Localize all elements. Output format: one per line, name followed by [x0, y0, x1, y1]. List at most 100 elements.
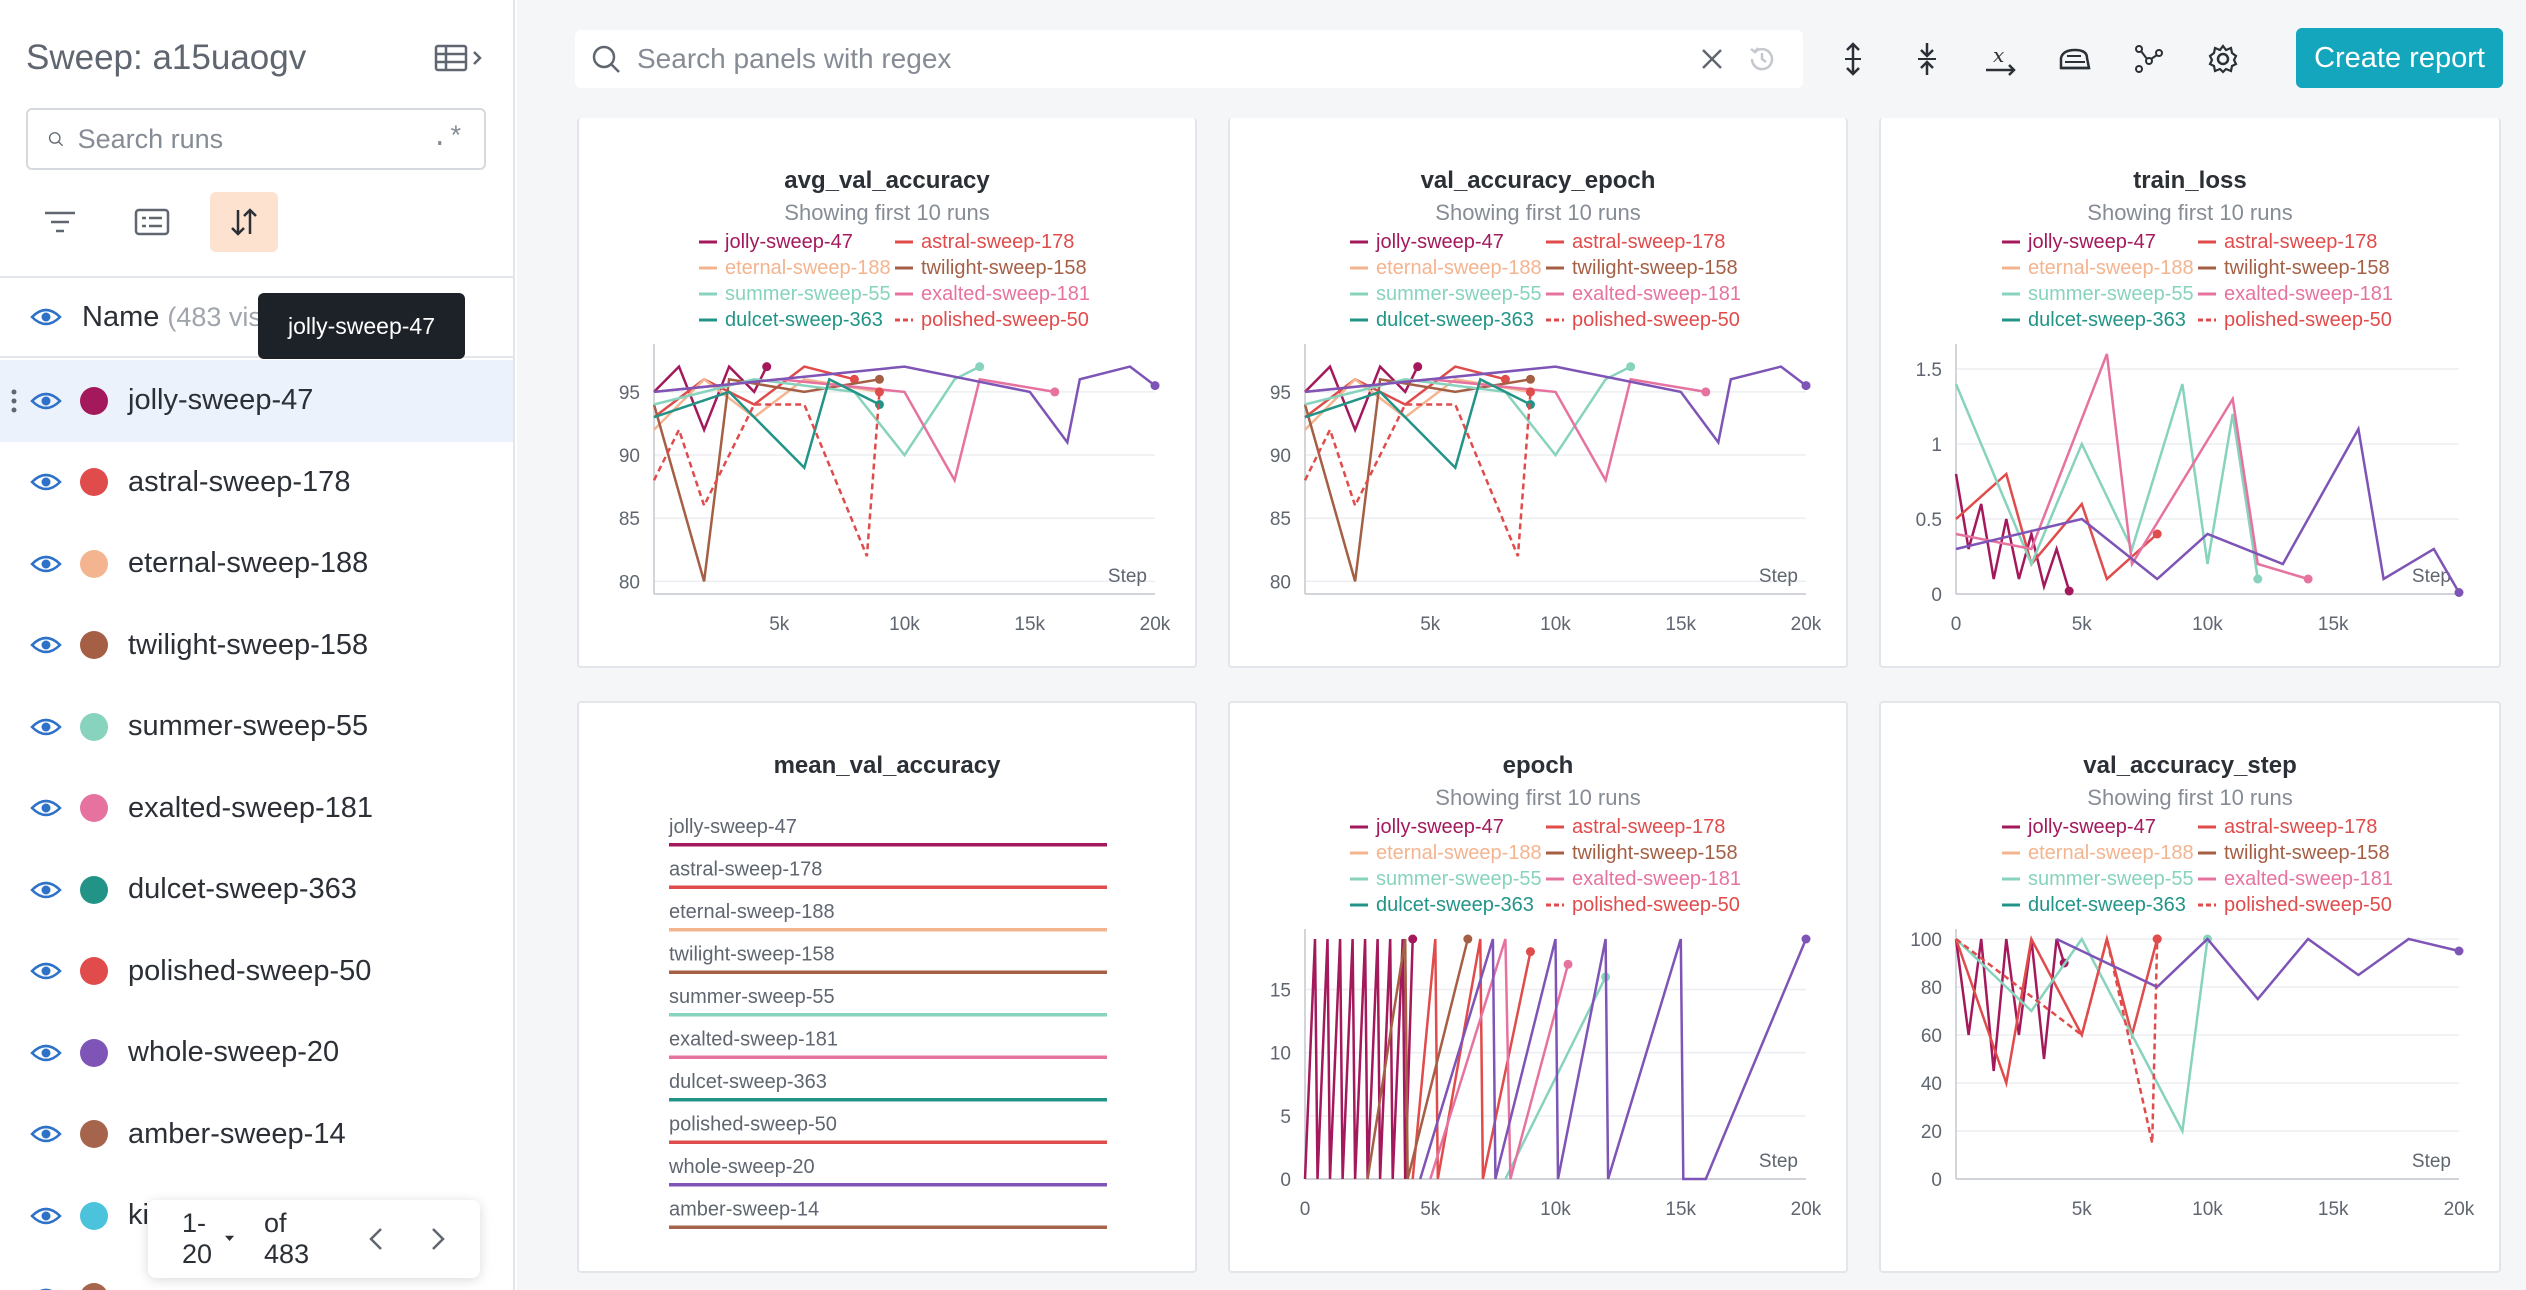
legend-entry: summer-sweep-55 — [2002, 868, 2194, 890]
run-row[interactable]: summer-sweep-55 — [0, 686, 513, 768]
run-row[interactable]: amber-sweep-14 — [0, 1094, 513, 1176]
visible-count: (483 vis — [167, 301, 262, 332]
table-toggle-icon[interactable] — [434, 38, 486, 78]
run-name[interactable]: dulcet-sweep-363 — [128, 873, 357, 906]
search-runs-input[interactable] — [77, 123, 432, 155]
visibility-eye-icon[interactable] — [30, 306, 62, 328]
run-name[interactable]: jolly-sweep-47 — [128, 384, 314, 417]
run-name[interactable]: amber-sweep-14 — [128, 1117, 346, 1150]
legend-label: polished-sweep-50 — [1572, 309, 1740, 331]
run-color-dot[interactable] — [80, 386, 108, 415]
series-end-point — [1626, 362, 1636, 372]
run-color-dot[interactable] — [80, 875, 108, 904]
visibility-eye-icon[interactable] — [30, 1286, 62, 1290]
run-color-dot[interactable] — [80, 794, 108, 823]
legend-label: dulcet-sweep-363 — [1376, 894, 1534, 916]
panel-val-accuracy-epoch[interactable]: val_accuracy_epoch Showing first 10 runs j… — [1228, 118, 1848, 668]
run-color-dot[interactable] — [80, 957, 108, 986]
run-color-dot[interactable] — [80, 1283, 108, 1290]
run-color-dot[interactable] — [80, 712, 108, 741]
legend-entry: astral-sweep-178 — [1546, 231, 1725, 253]
expand-panels-button[interactable] — [1827, 33, 1879, 85]
prev-page-button[interactable] — [368, 1226, 384, 1252]
series-line — [1304, 377, 1707, 484]
x-tick-label: 5k — [1420, 614, 1441, 635]
panel-val-accuracy-step[interactable]: val_accuracy_step Showing first 10 runs jo… — [1879, 701, 2501, 1273]
run-row[interactable]: dulcet-sweep-363 — [0, 849, 513, 931]
run-name[interactable]: exalted-sweep-181 — [128, 791, 374, 824]
series-line — [1954, 934, 2159, 1088]
run-color-dot[interactable] — [80, 1201, 108, 1230]
visibility-eye-icon[interactable] — [30, 797, 62, 819]
bar — [669, 1013, 1107, 1017]
series-end-point — [1801, 381, 1811, 391]
legend-entry: polished-sweep-50 — [1546, 309, 1740, 331]
legend-label: astral-sweep-178 — [921, 231, 1074, 253]
series-end-point — [1801, 934, 1811, 944]
visibility-eye-icon[interactable] — [30, 1205, 62, 1227]
run-name[interactable]: twilight-sweep-158 — [128, 628, 369, 661]
visibility-eye-icon[interactable] — [30, 1123, 62, 1145]
bar-chart: mean_val_accuracy jolly-sweep-47 astral-sw… — [668, 752, 1107, 1229]
series-end-point — [2253, 574, 2263, 584]
group-button[interactable] — [118, 192, 186, 252]
run-name[interactable]: summer-sweep-55 — [128, 710, 369, 743]
run-color-dot[interactable] — [80, 631, 108, 660]
regex-toggle[interactable]: .* — [431, 124, 464, 154]
collapse-panels-button[interactable] — [1901, 33, 1953, 85]
series-line — [1954, 383, 2260, 580]
bar-label: twilight-sweep-158 — [669, 944, 835, 966]
x-axis-button[interactable]: x — [1975, 33, 2027, 85]
run-name[interactable]: astral-sweep-178 — [128, 465, 351, 498]
run-color-dot[interactable] — [80, 549, 108, 578]
legend-label: jolly-sweep-47 — [1375, 816, 1504, 838]
visibility-eye-icon[interactable] — [30, 960, 62, 982]
panel-search-input[interactable] — [637, 43, 1687, 75]
run-row[interactable]: astral-sweep-178 — [0, 442, 513, 524]
visibility-eye-icon[interactable] — [30, 471, 62, 493]
visibility-eye-icon[interactable] — [30, 634, 62, 656]
next-page-button[interactable] — [430, 1226, 446, 1252]
run-name[interactable]: whole-sweep-20 — [128, 1036, 340, 1069]
series-end-point — [2454, 946, 2464, 956]
run-row[interactable]: exalted-sweep-181 — [0, 768, 513, 850]
smoothing-button[interactable] — [2049, 33, 2101, 85]
y-tick-label: 95 — [619, 383, 640, 404]
visibility-eye-icon[interactable] — [30, 1042, 62, 1064]
run-color-dot[interactable] — [80, 1120, 108, 1149]
page-size-select[interactable]: 1-20 — [182, 1208, 235, 1270]
run-name[interactable]: polished-sweep-50 — [128, 954, 372, 987]
run-row[interactable]: jolly-sweep-47 — [0, 360, 513, 442]
run-row[interactable] — [0, 1257, 513, 1290]
run-row[interactable]: ki — [0, 1175, 513, 1257]
run-name[interactable]: eternal-sweep-188 — [128, 547, 369, 580]
run-name[interactable]: ki — [128, 1199, 149, 1232]
visibility-eye-icon[interactable] — [30, 879, 62, 901]
sort-button[interactable] — [210, 192, 278, 252]
visibility-eye-icon[interactable] — [30, 553, 62, 575]
run-color-dot[interactable] — [80, 1038, 108, 1067]
run-row[interactable]: twilight-sweep-158 — [0, 605, 513, 687]
search-history-button[interactable] — [1737, 34, 1787, 84]
panel-train-loss[interactable]: train_loss Showing first 10 runs jolly-swe… — [1879, 118, 2501, 668]
panel-avg-val-accuracy[interactable]: avg_val_accuracy Showing first 10 runs jol… — [577, 118, 1197, 668]
clear-search-button[interactable] — [1687, 34, 1737, 84]
visibility-eye-icon[interactable] — [30, 716, 62, 738]
run-row[interactable]: polished-sweep-50 — [0, 931, 513, 1013]
legend-entry: dulcet-sweep-363 — [699, 309, 883, 331]
create-report-button[interactable]: Create report — [2296, 28, 2503, 88]
run-row[interactable]: eternal-sweep-188 — [0, 523, 513, 605]
panel-mean-val-accuracy[interactable]: mean_val_accuracy jolly-sweep-47 astral-sw… — [577, 701, 1197, 1273]
panel-epoch[interactable]: epoch Showing first 10 runs jolly-sweep-47… — [1228, 701, 1848, 1273]
name-column-header[interactable]: Name — [82, 300, 160, 333]
outliers-button[interactable] — [2123, 33, 2175, 85]
filter-button[interactable] — [26, 192, 94, 252]
settings-button[interactable] — [2197, 33, 2249, 85]
run-row[interactable]: whole-sweep-20 — [0, 1012, 513, 1094]
drag-handle-icon[interactable] — [10, 388, 18, 414]
visibility-eye-icon[interactable] — [30, 390, 62, 412]
series-line — [1955, 938, 2159, 1144]
legend-label: dulcet-sweep-363 — [1376, 309, 1534, 331]
bar-label: whole-sweep-20 — [668, 1156, 815, 1178]
run-color-dot[interactable] — [80, 468, 108, 497]
